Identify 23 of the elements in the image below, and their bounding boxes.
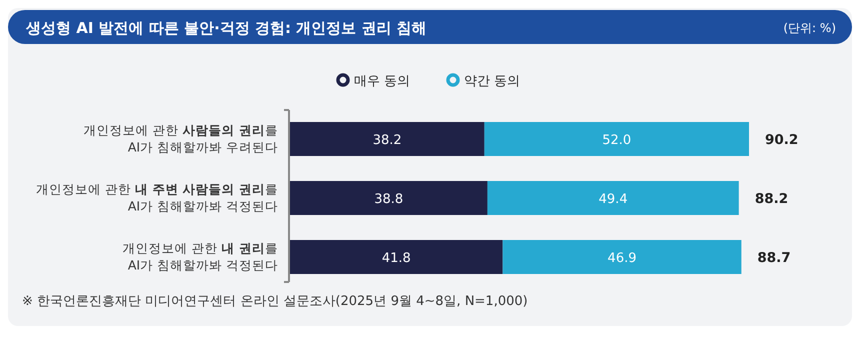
bar <box>290 181 488 215</box>
y-tick-label: 개인정보에 관한 사람들의 권리를 AI가 침해할까봐 우려된다 <box>84 122 278 154</box>
data-label: 46.9 <box>608 251 637 266</box>
data-label: 52.0 <box>602 133 632 148</box>
total-label: 88.7 <box>757 250 791 266</box>
data-label: 38.2 <box>372 133 402 148</box>
data-label: 49.4 <box>598 192 628 207</box>
data-label: 38.8 <box>374 192 404 207</box>
total-label: 88.2 <box>754 191 788 207</box>
bar <box>487 181 739 215</box>
text: (단위: %) <box>783 21 836 35</box>
data-label: 41.8 <box>382 251 411 266</box>
bar <box>502 240 742 274</box>
total-label: 90.2 <box>765 132 798 148</box>
legend-label: 약간 동의 <box>464 74 520 89</box>
y-tick-label: 개인정보에 관한 내 권리를 AI가 침해할까봐 걱정된다 <box>122 240 278 272</box>
bar <box>290 122 484 156</box>
bar <box>290 240 503 274</box>
y-tick-label: 개인정보에 관한 내 주변 사람들의 권리를 AI가 침해할까봐 걱정된다 <box>36 182 278 214</box>
bar <box>484 122 749 156</box>
chart-title: 생성형 AI 발전에 따른 불안·걱정 경험: 개인정보 권리 침해 <box>25 19 427 37</box>
text: ※ 한국언론진흥재단 미디어연구센터 온라인 설문조사(2025년 9월 4~8일, N=1,000) <box>22 294 528 309</box>
legend-label: 매우 동의 <box>354 74 410 89</box>
